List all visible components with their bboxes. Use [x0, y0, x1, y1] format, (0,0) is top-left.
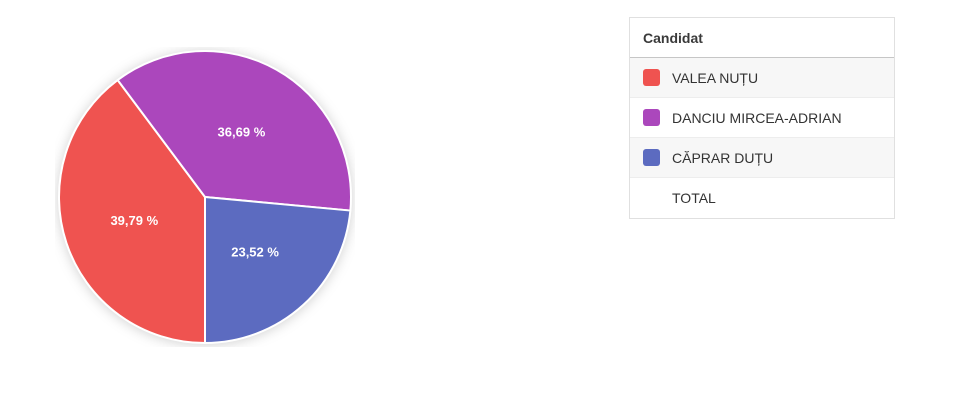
- pie-slice-labels-group: 39,79 % 36,69 % 23,52 %: [110, 125, 279, 260]
- pie-slice-3[interactable]: [204, 196, 352, 344]
- pie-slice-label-3: 23,52 %: [231, 245, 279, 260]
- pie-slice-2[interactable]: [116, 50, 352, 212]
- legend-row-label: VALEA NUȚU: [672, 69, 759, 86]
- legend-color-swatch: [643, 109, 660, 126]
- table-header-candidat: Candidat: [630, 18, 894, 58]
- pie-slice-label-1: 39,79 %: [110, 213, 158, 228]
- pie-chart: 39,79 % 36,69 % 23,52 %: [58, 50, 352, 344]
- pie-slice-label-2: 36,69 %: [218, 125, 266, 140]
- legend-row-label: CĂPRAR DUȚU: [672, 149, 774, 166]
- legend-row-3[interactable]: CĂPRAR DUȚU: [630, 138, 894, 178]
- legend-color-swatch: [643, 69, 660, 86]
- legend-row-label: DANCIU MIRCEA-ADRIAN: [672, 109, 842, 126]
- total-row: TOTAL: [630, 178, 894, 218]
- table-body: VALEA NUȚU DANCIU MIRCEA-ADRIAN CĂPRAR DUȚ…: [630, 58, 894, 218]
- pie-slice-1[interactable]: [58, 79, 206, 344]
- legend-row-2[interactable]: DANCIU MIRCEA-ADRIAN: [630, 98, 894, 138]
- pie-slices-group: [58, 50, 352, 344]
- total-row-label: TOTAL: [672, 190, 716, 206]
- table-header-label: Candidat: [643, 29, 703, 46]
- legend-row-1[interactable]: VALEA NUȚU: [630, 58, 894, 98]
- legend-color-swatch: [643, 149, 660, 166]
- pie-chart-container: 39,79 % 36,69 % 23,52 %: [55, 47, 355, 347]
- candidate-table: Candidat VALEA NUȚU DANCIU MIRCEA-ADRIAN C…: [629, 17, 895, 219]
